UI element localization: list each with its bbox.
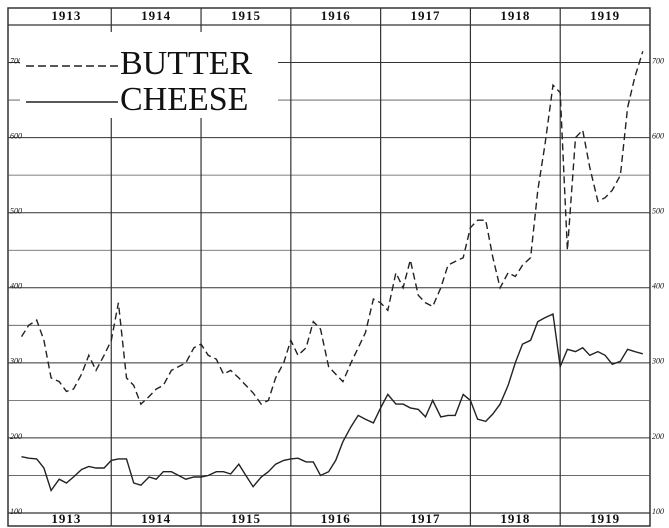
series-line <box>21 312 643 493</box>
y-tick-label: 300 <box>9 357 22 366</box>
y-tick-label: 100 <box>10 507 22 516</box>
x-tick-label-top: 1918 <box>500 8 530 23</box>
y-tick-label-right: 700 <box>652 56 664 65</box>
x-tick-label-top: 1915 <box>231 8 261 23</box>
y-tick-label: 600 <box>10 131 22 140</box>
frame <box>7 7 651 527</box>
x-tick-label-top: 1914 <box>141 8 171 23</box>
x-tick-label-top: 1913 <box>51 8 81 23</box>
y-tick-label: 400 <box>10 282 22 291</box>
grid <box>8 8 650 526</box>
y-tick-label-right: 500 <box>652 207 664 216</box>
lines <box>20 51 644 493</box>
x-tick-label: 1917 <box>411 511 441 526</box>
x-tick-label-top: 1917 <box>411 8 441 23</box>
x-tick-label: 1913 <box>51 511 81 526</box>
y-tick-label-right: 200 <box>652 432 664 441</box>
x-tick-label: 1919 <box>590 511 620 526</box>
y-tick-label-right: 600 <box>652 131 664 140</box>
y-tick-label-right: 300 <box>651 357 664 366</box>
x-tick-label: 1914 <box>141 511 171 526</box>
y-tick-label: 200 <box>10 432 22 441</box>
legend-label: BUTTER <box>120 45 253 82</box>
x-tick-label: 1916 <box>321 511 351 526</box>
y-tick-label: 700 <box>10 56 22 65</box>
legend-box <box>20 32 278 118</box>
x-tick-label-top: 1919 <box>590 8 620 23</box>
y-tick-label-right: 100 <box>652 507 664 516</box>
series-line <box>20 51 644 406</box>
x-tick-label: 1915 <box>231 511 261 526</box>
x-tick-label: 1918 <box>500 511 530 526</box>
y-tick-label-right: 400 <box>652 282 664 291</box>
legend-label: CHEESE <box>120 81 248 118</box>
x-tick-label-top: 1916 <box>321 8 351 23</box>
y-tick-label: 500 <box>10 207 22 216</box>
labels: 100 100 200 200 300 300 400 400 500 500 600 600 700 7… <box>9 8 664 526</box>
